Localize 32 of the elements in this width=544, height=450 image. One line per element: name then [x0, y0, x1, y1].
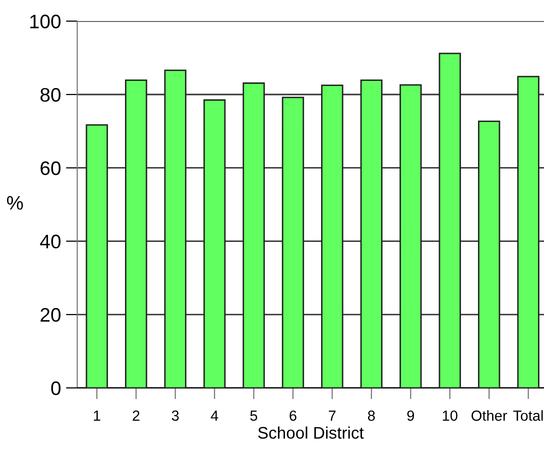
x-tick-label: 4: [210, 410, 218, 421]
bar: [321, 84, 344, 388]
x-tick-label: Total: [513, 410, 543, 421]
bar: [400, 84, 422, 388]
bar: [86, 124, 108, 388]
x-tick-label: 3: [172, 410, 179, 421]
y-axis-title: %: [6, 196, 23, 210]
bar: [164, 70, 186, 388]
x-tick-label: 7: [328, 410, 336, 421]
x-tick-label: Other: [472, 410, 508, 421]
bar: [360, 80, 383, 388]
x-tick-label: 1: [94, 410, 100, 421]
y-tick-label: 20: [40, 308, 61, 322]
bar: [124, 80, 148, 388]
x-tick-label: 10: [442, 410, 458, 421]
bar: [242, 82, 265, 388]
bar: [282, 96, 304, 388]
bar: [203, 99, 226, 388]
x-tick-label: 9: [407, 410, 414, 421]
bar: [478, 120, 500, 388]
bar: [438, 52, 461, 388]
y-tick-label: 80: [40, 88, 61, 102]
y-tick-label: 60: [40, 161, 61, 176]
y-tick-label: 40: [40, 234, 61, 248]
bar: [517, 76, 540, 388]
x-tick-label: 8: [368, 410, 375, 421]
y-tick-label: 0: [51, 381, 61, 396]
y-tick-label: 100: [30, 14, 61, 28]
x-tick-label: 6: [290, 410, 296, 421]
x-tick-label: 2: [132, 410, 140, 421]
x-axis-title: School District: [258, 426, 364, 439]
x-tick-label: 5: [250, 410, 258, 421]
